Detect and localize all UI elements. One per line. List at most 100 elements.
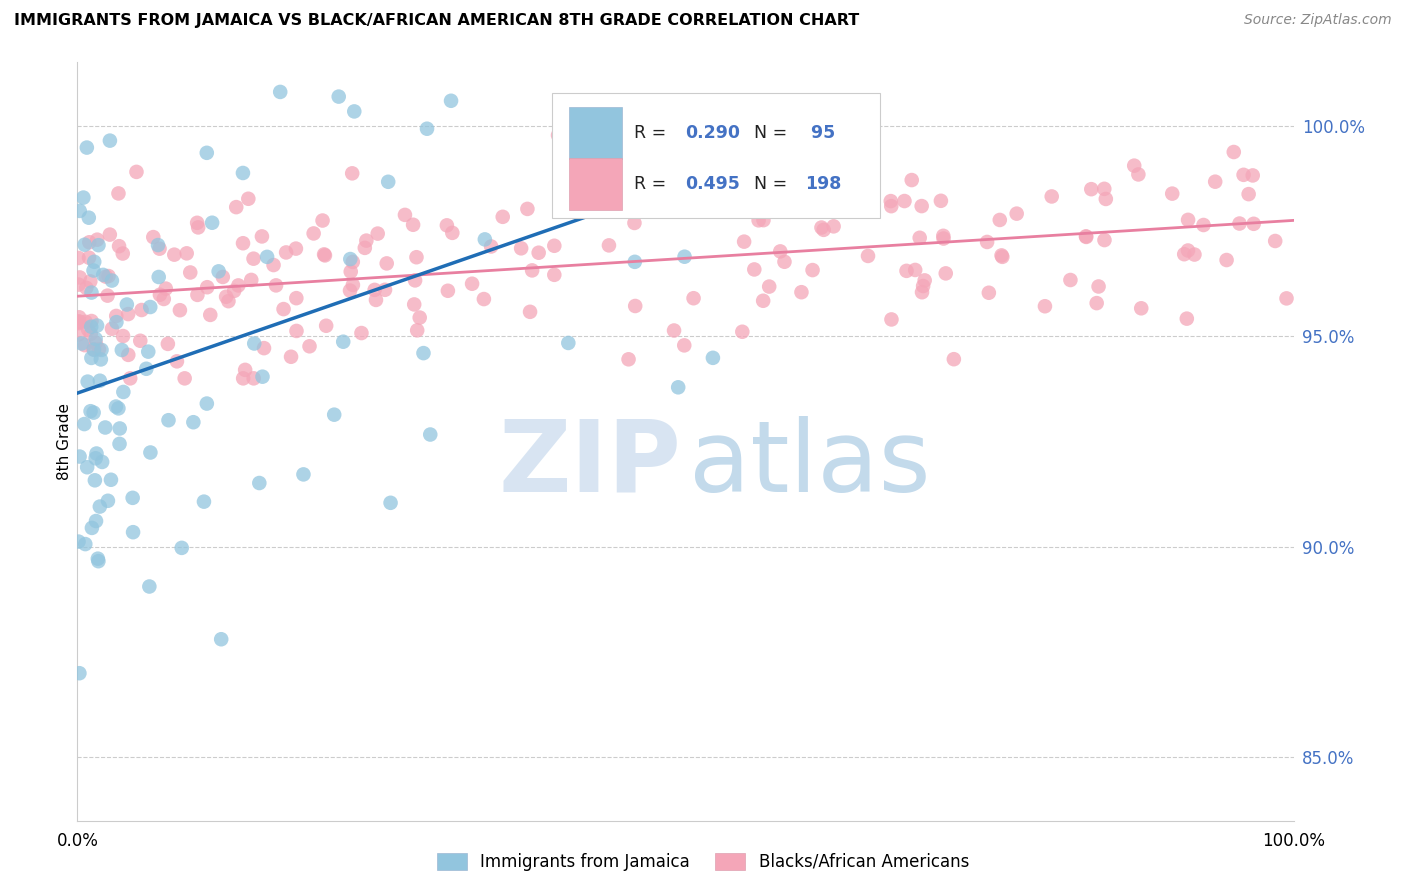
Point [87,343,110,357]
Point [623,216,645,230]
Point [912,279,935,293]
Point [97,493,120,508]
Point [135,361,157,376]
Point [224,284,246,298]
Point [314,248,336,262]
Text: ZIP: ZIP [499,416,682,513]
Point [1173,247,1195,261]
Point [990,248,1012,262]
Text: R =: R = [634,124,672,142]
Point [142,230,165,244]
Point [80,314,103,328]
Point [83,254,105,268]
Point [702,351,724,365]
Point [416,121,439,136]
Point [1123,159,1146,173]
Point [773,254,796,268]
Point [129,334,152,348]
Point [311,213,333,227]
Point [623,255,645,269]
Point [104,400,127,414]
Text: N =: N = [754,175,793,193]
Point [437,284,460,298]
Point [243,336,266,351]
Point [73,417,96,431]
Point [1241,169,1264,183]
Point [69,450,91,464]
Point [1223,145,1246,159]
Point [238,192,260,206]
Point [84,514,107,528]
Point [96,288,118,302]
Text: Source: ZipAtlas.com: Source: ZipAtlas.com [1244,13,1392,28]
Point [83,473,105,487]
Point [193,494,215,508]
Point [893,194,915,208]
Point [908,231,931,245]
Point [115,297,138,311]
Point [1080,182,1102,196]
Point [1161,186,1184,201]
Point [315,318,337,333]
Point [285,291,308,305]
Point [80,326,103,341]
Point [122,525,145,540]
Point [904,263,927,277]
Point [880,199,903,213]
Point [107,186,129,201]
Point [298,339,321,353]
Point [284,242,307,256]
Point [67,315,90,329]
Point [80,351,103,365]
Point [419,427,441,442]
Point [76,375,98,389]
Point [516,202,538,216]
Point [977,285,1000,300]
Point [769,244,792,259]
Point [75,281,97,295]
Point [1005,207,1028,221]
Text: 0.495: 0.495 [686,175,741,193]
Point [107,401,129,416]
Point [201,216,224,230]
Point [80,319,103,334]
Point [80,521,103,535]
Point [1177,212,1199,227]
Point [149,287,172,301]
Point [84,332,107,346]
Point [253,341,276,355]
Point [339,284,361,298]
Point [131,303,153,318]
Text: 198: 198 [804,175,841,193]
Point [404,273,426,287]
Point [217,294,239,309]
Point [252,369,274,384]
Point [350,326,373,340]
Point [929,194,952,208]
Point [146,238,169,252]
Point [380,496,402,510]
Point [215,290,238,304]
Point [461,277,484,291]
Point [76,140,98,154]
Point [139,445,162,459]
Point [83,406,105,420]
Point [935,266,957,280]
Text: N =: N = [754,124,793,142]
Point [790,285,813,300]
Point [679,193,702,207]
Point [79,235,101,250]
Point [1243,217,1265,231]
Point [332,334,354,349]
Point [1074,229,1097,244]
Point [823,219,845,234]
Point [98,134,121,148]
Point [98,227,121,242]
Point [748,213,770,227]
Point [666,380,689,394]
Point [1033,299,1056,313]
Point [342,166,364,180]
Point [173,371,195,385]
Point [233,363,256,377]
Point [67,314,90,328]
